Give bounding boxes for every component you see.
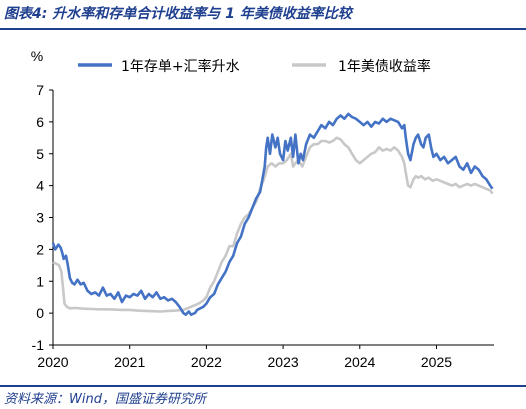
y-tick-label: 2	[36, 241, 44, 257]
y-tick-label: 3	[36, 210, 44, 226]
series-line-us-1y-treasury	[52, 136, 494, 313]
series-line-cd-plus-premium	[51, 112, 494, 316]
y-axis-label: %	[31, 48, 43, 64]
x-tick-label: 2022	[191, 354, 222, 370]
legend-label: 1年存单+汇率升水	[121, 58, 240, 75]
x-tick-label: 2023	[268, 354, 299, 370]
source-rule	[0, 385, 526, 387]
y-tick-label: 1	[36, 273, 44, 289]
y-tick-label: 5	[36, 146, 44, 162]
x-tick-label: 2025	[421, 354, 452, 370]
figure-title: 图表4: 升水率和存单合计收益率与 1 年美债收益率比较	[4, 6, 352, 22]
title-rule	[0, 28, 526, 30]
y-tick-label: 7	[36, 82, 44, 98]
y-tick-label: 6	[36, 114, 44, 130]
y-tick-label: 0	[36, 305, 44, 321]
legend-label: 1年美债收益率	[338, 58, 431, 75]
x-tick-label: 2021	[114, 354, 145, 370]
x-tick-label: 2020	[37, 354, 68, 370]
y-tick-label: 4	[36, 178, 44, 194]
y-tick-label: -1	[32, 337, 45, 353]
source-note: 资料来源：Wind，国盛证券研究所	[4, 392, 206, 407]
line-chart: -1 0 1 2 3 4 5 6 7% 2020 2021 2022 2023 2024 2025 1年存单…	[31, 48, 494, 370]
x-tick-label: 2024	[344, 354, 375, 370]
